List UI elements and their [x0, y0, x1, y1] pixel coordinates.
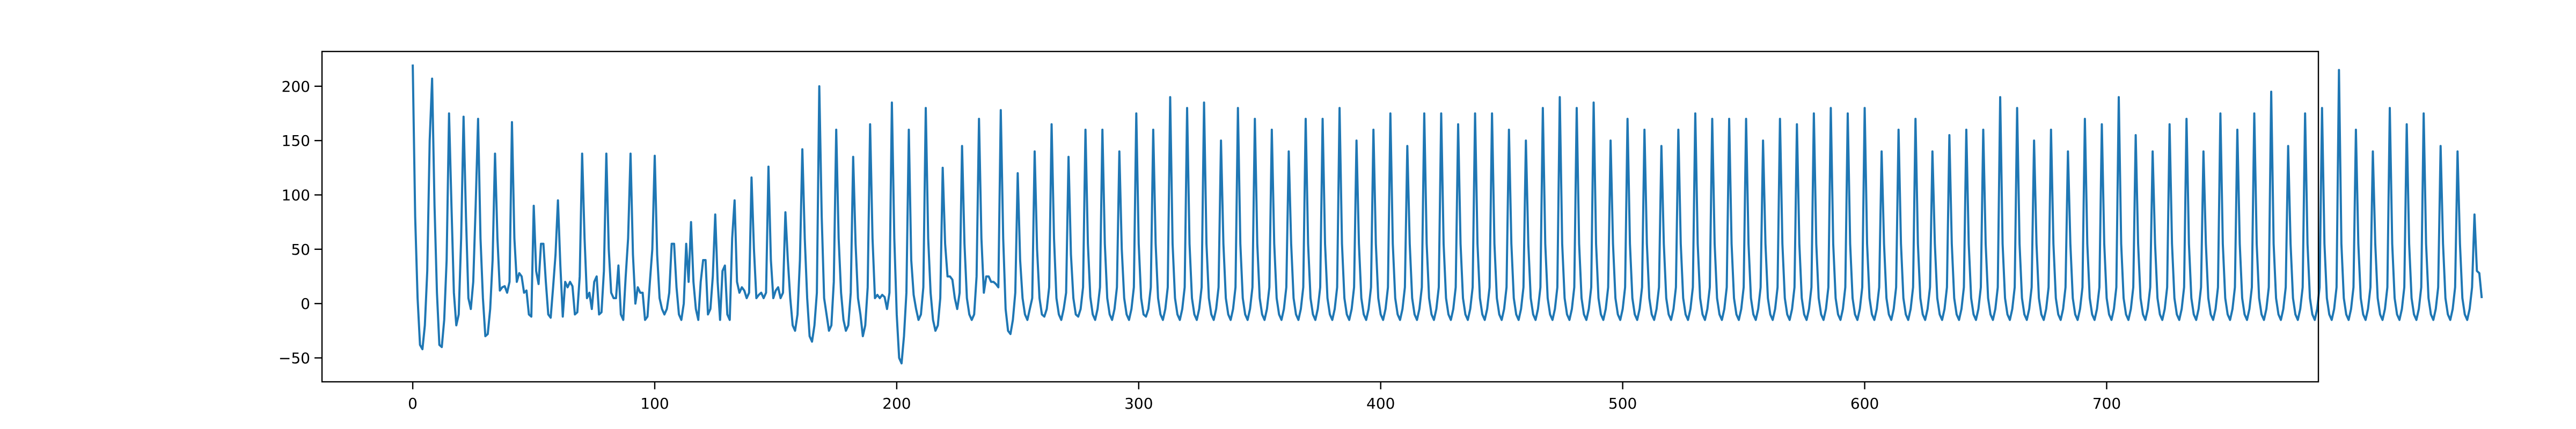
- x-tick-label: 200: [882, 395, 911, 412]
- x-tick-label: 400: [1366, 395, 1395, 412]
- x-axis: 0 100 200 300 400 500 600 700: [408, 382, 2121, 412]
- y-tick-label: −50: [279, 349, 310, 367]
- y-tick-label: 50: [291, 241, 310, 258]
- x-tick-label: 500: [1608, 395, 1637, 412]
- series-layer: [412, 64, 2483, 365]
- y-tick-label: 150: [282, 132, 310, 150]
- y-tick-label: 200: [282, 78, 310, 95]
- x-tick-label: 100: [640, 395, 669, 412]
- x-tick-label: 300: [1124, 395, 1153, 412]
- y-tick-label: 100: [282, 186, 310, 204]
- series-line-0: [412, 64, 2483, 365]
- plot-frame: [321, 50, 2319, 383]
- x-tick-label: 600: [1850, 395, 1879, 412]
- x-tick-label: 0: [408, 395, 418, 412]
- y-axis: −50 0 50 100 150 200: [279, 78, 322, 367]
- x-tick-label: 700: [2092, 395, 2121, 412]
- y-tick-label: 0: [301, 295, 310, 313]
